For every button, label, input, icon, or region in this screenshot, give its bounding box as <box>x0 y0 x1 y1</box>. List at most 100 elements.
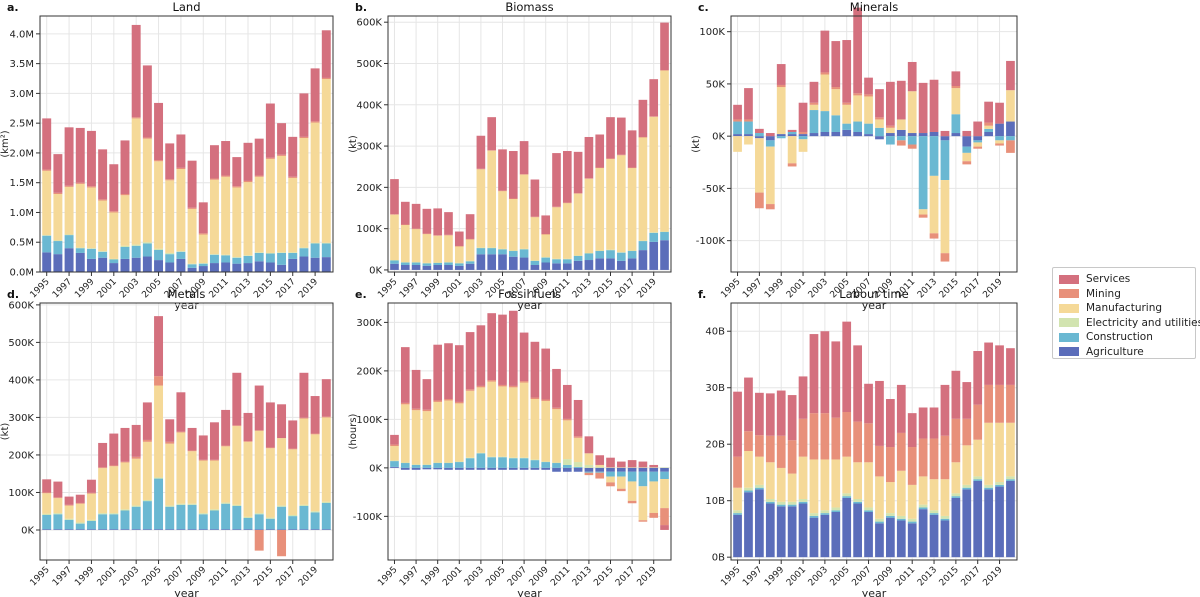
bar-segment-services-1999 <box>433 208 443 236</box>
bar-segment-agriculture-2001 <box>454 467 464 470</box>
bar-segment-electricity-and-utilities-2005 <box>154 477 164 479</box>
bar-segment-mining-2012 <box>232 186 242 188</box>
x-axis-label: year <box>862 299 887 312</box>
bar-segment-mining-2016 <box>616 488 626 492</box>
bar-segment-mining-2014 <box>940 435 950 480</box>
bar-segment-mining-2004 <box>142 137 152 139</box>
bar-segment-electricity-and-utilities-2011 <box>562 258 572 260</box>
bar-segment-manufacturing-2020 <box>321 79 331 243</box>
y-tick-label: 40B <box>705 327 725 338</box>
bar-segment-electricity-and-utilities-1998 <box>765 498 775 502</box>
bar-segment-manufacturing-2013 <box>929 175 939 234</box>
y-tick-label: -50K <box>702 184 725 195</box>
bar-segment-construction-2013 <box>584 253 594 261</box>
bar-segment-electricity-and-utilities-2003 <box>820 510 830 514</box>
bar-segment-agriculture-2005 <box>498 467 507 470</box>
y-tick-label: 30B <box>705 383 725 394</box>
bar-segment-mining-2011 <box>907 447 917 485</box>
bar-segment-agriculture-2011 <box>562 263 572 270</box>
bar-segment-manufacturing-2015 <box>951 88 961 115</box>
axes-frame <box>387 302 672 561</box>
bar-segment-manufacturing-2002 <box>120 462 130 510</box>
bar-segment-agriculture-2009 <box>541 262 551 270</box>
x-tick-label: 2007 <box>506 565 529 588</box>
bar-segment-services-2012 <box>918 407 928 439</box>
bar-segment-agriculture-2007 <box>864 134 873 137</box>
bar-segment-services-2008 <box>875 380 884 446</box>
bar-segment-agriculture-1996 <box>744 492 753 558</box>
bar-segment-construction-2015 <box>951 496 961 498</box>
bar-segment-electricity-and-utilities-2002 <box>809 513 819 516</box>
bar-segment-manufacturing-2018 <box>299 138 309 248</box>
bar-segment-services-2017 <box>973 351 983 405</box>
bar-segment-agriculture-2000 <box>444 467 453 470</box>
bar-segment-construction-2008 <box>875 521 884 524</box>
bar-segment-electricity-and-utilities-2020 <box>660 231 669 233</box>
bar-segment-agriculture-2007 <box>519 257 529 270</box>
bar-segment-agriculture-1999 <box>776 134 786 137</box>
bar-segment-agriculture-1995 <box>733 134 742 137</box>
x-tick-label: 2001 <box>96 277 119 300</box>
bar-segment-manufacturing-2017 <box>973 142 983 147</box>
bar-segment-construction-2017 <box>973 140 983 143</box>
bar-segment-manufacturing-2018 <box>299 418 309 505</box>
bar-segment-construction-2012 <box>232 257 242 264</box>
bar-segment-mining-2004 <box>487 380 497 382</box>
bar-segment-mining-2011 <box>221 445 231 447</box>
bar-segment-services-2015 <box>265 103 275 158</box>
bar-segment-construction-2016 <box>616 471 626 477</box>
bar-segment-services-2019 <box>310 68 320 122</box>
bar-segment-construction-2011 <box>907 136 917 145</box>
bar-segment-electricity-and-utilities-2007 <box>176 251 186 252</box>
bar-segment-manufacturing-2005 <box>498 386 507 457</box>
bar-segment-manufacturing-2019 <box>995 422 1004 483</box>
bar-segment-mining-2005 <box>498 190 507 192</box>
x-tick-label: 1995 <box>719 277 742 300</box>
bar-segment-electricity-and-utilities-2008 <box>530 260 540 261</box>
bar-segment-services-2017 <box>627 460 637 468</box>
bar-segment-manufacturing-2002 <box>465 239 475 261</box>
bar-segment-electricity-and-utilities-2013 <box>929 510 939 514</box>
bar-segment-services-2010 <box>896 384 906 433</box>
bar-segment-construction-1996 <box>53 241 63 255</box>
bar-segment-mining-1998 <box>422 409 432 412</box>
bar-segment-mining-2015 <box>265 447 275 449</box>
bar-segment-manufacturing-2004 <box>487 381 497 457</box>
bar-segment-services-2020 <box>660 525 669 530</box>
bar-segment-electricity-and-utilities-2011 <box>562 459 572 465</box>
bar-segment-services-2011 <box>221 141 231 176</box>
x-tick-label: 2019 <box>981 277 1004 300</box>
bar-segment-mining-1999 <box>433 400 443 402</box>
bar-segment-agriculture-2009 <box>541 467 551 470</box>
bar-segment-electricity-and-utilities-2020 <box>321 242 331 244</box>
bar-segment-construction-2011 <box>562 259 572 264</box>
bar-segment-manufacturing-1995 <box>390 446 399 461</box>
bar-segment-manufacturing-2001 <box>798 139 808 152</box>
bar-segment-electricity-and-utilities-2014 <box>254 252 264 253</box>
bar-segment-manufacturing-2007 <box>864 96 873 124</box>
bar-segment-construction-2020 <box>1006 479 1015 481</box>
bar-segment-agriculture-2019 <box>995 486 1004 558</box>
bar-segment-mining-2000 <box>787 440 797 474</box>
bar-segment-services-2001 <box>454 345 464 402</box>
bar-segment-services-1999 <box>776 390 786 436</box>
y-tick-label: 400K <box>8 375 34 386</box>
bar-segment-services-1999 <box>86 130 96 187</box>
bar-segment-mining-2008 <box>530 216 540 218</box>
bar-segment-construction-2005 <box>842 496 852 498</box>
bar-segment-construction-2007 <box>519 249 529 258</box>
bar-segment-mining-1997 <box>411 228 421 230</box>
bar-segment-construction-1999 <box>433 463 443 468</box>
x-tick-label: 2017 <box>614 277 637 300</box>
bar-segment-services-2011 <box>562 384 572 419</box>
bar-segment-manufacturing-2011 <box>562 203 572 259</box>
bar-segment-electricity-and-utilities-2010 <box>552 258 561 260</box>
bar-segment-construction-2009 <box>198 514 208 530</box>
bar-segment-construction-2012 <box>232 505 242 530</box>
bar-segment-mining-2018 <box>984 122 993 126</box>
bar-segment-electricity-and-utilities-1996 <box>53 240 63 242</box>
bar-segment-services-2019 <box>649 464 659 468</box>
bar-segment-agriculture-1998 <box>422 265 432 270</box>
bar-segment-manufacturing-2010 <box>209 179 219 255</box>
bar-segment-manufacturing-2007 <box>519 382 529 458</box>
